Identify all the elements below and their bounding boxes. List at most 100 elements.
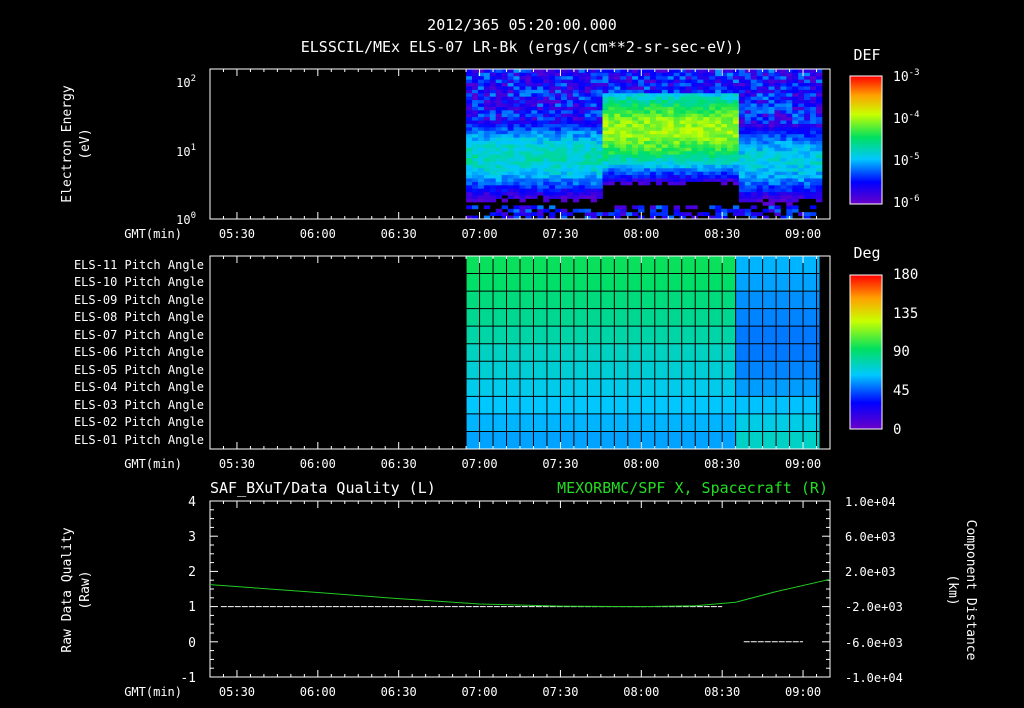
time-tick-label: 07:00 — [462, 685, 498, 699]
spectrogram-cell — [780, 89, 787, 94]
spectrogram-cell — [786, 82, 793, 87]
spectrogram-cell — [798, 109, 805, 114]
spectrogram-cell — [679, 69, 686, 73]
spectrogram-cell — [560, 133, 568, 138]
spectrogram-cell — [466, 157, 473, 162]
spectrogram-cell — [596, 184, 603, 189]
spectrogram-cell — [578, 75, 586, 80]
spectrogram-cell — [792, 167, 799, 172]
spectrogram-cell — [744, 79, 752, 84]
spectrogram-cell — [638, 109, 645, 114]
spectrogram-cell — [596, 174, 603, 179]
spectrogram-cell — [815, 140, 823, 145]
spectrogram-cell — [632, 86, 639, 90]
spectrogram-cell — [644, 99, 651, 104]
energy-axis-label: Electron Energy — [60, 85, 75, 203]
spectrogram-cell — [679, 113, 686, 118]
spectrogram-cell — [549, 126, 556, 131]
time-tick-label: 07:30 — [542, 227, 578, 241]
spectrogram-cell — [620, 82, 627, 87]
spectrogram-cell — [638, 137, 645, 141]
spectrogram-cell — [477, 99, 485, 104]
deg-tick-90: 90 — [893, 344, 910, 360]
spectrogram-cell — [566, 164, 574, 169]
spectrogram-cell — [596, 79, 603, 84]
spectrogram-cell — [721, 106, 728, 111]
spectrogram-cell — [501, 109, 508, 114]
spectrogram-cell — [703, 167, 710, 172]
spectrogram-cell — [495, 96, 503, 101]
spectrogram-cell — [655, 167, 663, 172]
spectrogram-cell — [566, 150, 574, 155]
spectrogram-cell — [560, 130, 568, 135]
spectrogram-cell — [667, 147, 675, 152]
pitch-angle-cell — [614, 431, 629, 450]
spectrogram-cell — [727, 79, 734, 84]
spectrogram-cell — [495, 89, 503, 94]
spectrogram-cell — [537, 123, 544, 128]
spectrogram-cell — [608, 174, 615, 179]
spectrogram-cell — [555, 191, 562, 196]
spectrogram-cell — [715, 147, 722, 152]
spectrogram-cell — [626, 157, 633, 162]
spectrogram-cell — [531, 144, 538, 148]
spectrogram-cell — [590, 178, 597, 182]
spectrogram-cell — [602, 133, 609, 138]
spectrogram-cell — [531, 79, 538, 84]
spectrogram-cell — [632, 154, 639, 159]
pitch-angle-cell — [533, 361, 548, 380]
spectrogram-cell — [543, 109, 550, 114]
right-axis-tick-labels: 1.0e+04 6.0e+03 2.0e+03 -2.0e+03 -6.0e+0… — [845, 495, 903, 685]
spectrogram-cell — [649, 79, 657, 84]
spectrogram-cell — [810, 79, 817, 84]
spectrogram-cell — [810, 86, 817, 90]
spectrogram-cell — [691, 89, 698, 94]
spectrogram-cell — [495, 144, 503, 148]
spectrogram-cell — [727, 154, 734, 159]
spectrogram-cell — [703, 79, 710, 84]
spectrogram-cell — [703, 178, 710, 182]
spectrogram-cell — [477, 130, 485, 135]
spectrogram-cell — [560, 164, 568, 169]
pitch-angle-cell — [573, 413, 588, 432]
spectrogram-cell — [560, 106, 568, 111]
spectrogram-cell — [531, 123, 538, 128]
spectrogram-cell — [537, 147, 544, 152]
pitch-angle-cell — [762, 396, 777, 415]
spectrogram-cell — [774, 137, 781, 141]
spectrogram-cell — [762, 69, 769, 73]
spectrogram-cell — [644, 69, 651, 73]
spectrogram-cell — [786, 154, 793, 159]
spectrogram-cell — [649, 154, 657, 159]
spectrogram-cell — [626, 109, 633, 114]
spectrogram-cell — [466, 103, 473, 107]
spectrogram-cell — [590, 103, 597, 107]
spectrogram-cell — [483, 195, 491, 199]
pitch-angle-cell — [776, 361, 790, 380]
spectrogram-cell — [537, 99, 544, 104]
spectrogram-y-ticks: 102 101 100 — [176, 74, 196, 227]
spectrogram-cell — [501, 164, 508, 169]
spectrogram-cell — [620, 89, 627, 94]
spectrogram-cell — [738, 188, 746, 193]
spectrogram-cell — [774, 178, 781, 182]
spectrogram-cell — [768, 195, 775, 199]
spectrogram-cell — [768, 144, 775, 148]
spectrogram-cell — [472, 126, 479, 131]
spectrogram-cell — [501, 205, 508, 210]
spectrogram-cell — [815, 123, 823, 128]
spectrogram-cell — [477, 106, 485, 111]
spectrogram-cell — [560, 181, 568, 186]
spectrogram-cell — [495, 92, 503, 97]
spectrogram-cell — [661, 109, 669, 114]
spectrogram-cell — [566, 92, 574, 97]
spectrogram-cell — [584, 130, 592, 135]
spectrogram-cell — [560, 72, 568, 77]
pitch-angle-cell — [654, 326, 669, 345]
spectrogram-cell — [756, 92, 764, 97]
spectrogram-cell — [709, 140, 716, 145]
spectrogram-cell — [513, 161, 520, 165]
spectrogram-cell — [691, 164, 698, 169]
spectrogram-cell — [780, 126, 787, 131]
pitch-angle-cell — [816, 326, 820, 345]
